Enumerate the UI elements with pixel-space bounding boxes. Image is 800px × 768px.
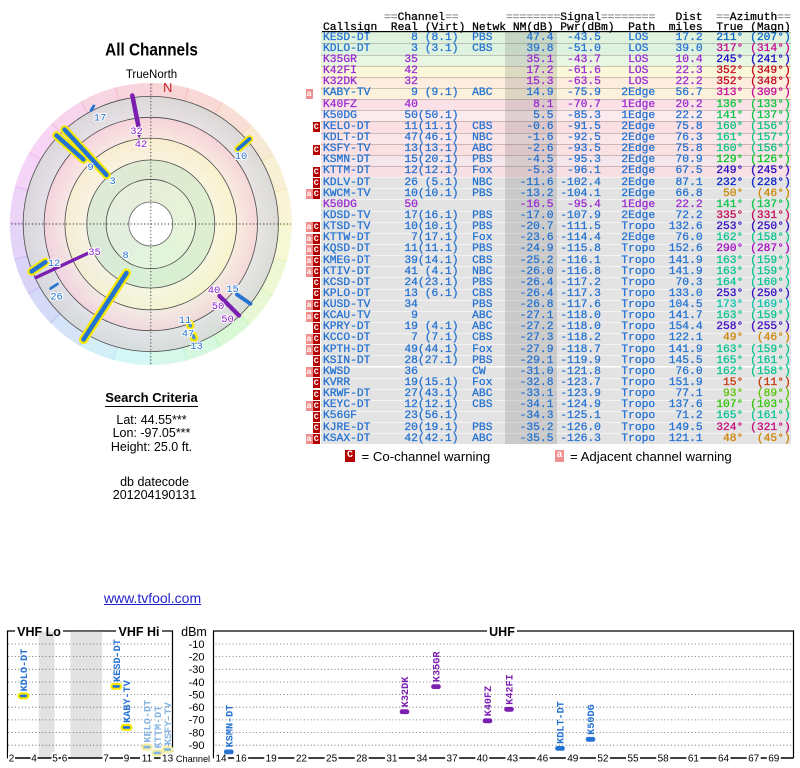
svg-text:KSMN-DT: KSMN-DT bbox=[225, 705, 236, 748]
svg-text:VHF Lo: VHF Lo bbox=[17, 625, 61, 639]
svg-text:KABY-TV: KABY-TV bbox=[123, 679, 134, 723]
svg-text:-50: -50 bbox=[189, 689, 205, 701]
svg-text:6: 6 bbox=[62, 753, 68, 764]
svg-text:11: 11 bbox=[142, 753, 153, 764]
svg-text:17: 17 bbox=[94, 113, 107, 125]
svg-text:14: 14 bbox=[215, 753, 227, 764]
svg-text:-90: -90 bbox=[189, 740, 205, 752]
svg-text:12: 12 bbox=[48, 258, 61, 270]
svg-text:15: 15 bbox=[226, 284, 239, 296]
svg-text:43: 43 bbox=[507, 753, 519, 764]
svg-text:40: 40 bbox=[477, 753, 489, 764]
svg-text:52: 52 bbox=[597, 753, 609, 764]
svg-text:26: 26 bbox=[50, 292, 63, 304]
svg-text:11: 11 bbox=[179, 315, 192, 327]
svg-text:69: 69 bbox=[768, 753, 780, 764]
svg-text:47: 47 bbox=[182, 329, 195, 341]
svg-text:32: 32 bbox=[130, 126, 143, 138]
svg-text:K32DK: K32DK bbox=[401, 676, 412, 707]
svg-text:9: 9 bbox=[124, 753, 130, 764]
svg-text:K42FI: K42FI bbox=[506, 674, 517, 705]
svg-text:40: 40 bbox=[208, 285, 221, 297]
svg-text:28: 28 bbox=[356, 753, 368, 764]
svg-text:K50DG: K50DG bbox=[587, 704, 598, 735]
svg-text:5: 5 bbox=[52, 753, 58, 764]
svg-text:N: N bbox=[163, 80, 172, 95]
svg-text:-10: -10 bbox=[189, 639, 205, 651]
svg-text:22: 22 bbox=[296, 753, 308, 764]
svg-text:VHF Hi: VHF Hi bbox=[119, 625, 160, 639]
svg-text:8: 8 bbox=[122, 250, 128, 262]
svg-text:25: 25 bbox=[326, 753, 338, 764]
svg-text:-80: -80 bbox=[189, 727, 205, 739]
svg-text:35: 35 bbox=[88, 247, 101, 259]
svg-text:61: 61 bbox=[688, 753, 700, 764]
svg-text:-60: -60 bbox=[189, 702, 205, 714]
svg-text:K35GR: K35GR bbox=[433, 651, 444, 682]
svg-text:46: 46 bbox=[537, 753, 549, 764]
svg-text:4: 4 bbox=[31, 753, 37, 764]
svg-text:KDLT-DT: KDLT-DT bbox=[557, 701, 568, 744]
svg-text:10: 10 bbox=[235, 151, 248, 163]
svg-text:55: 55 bbox=[627, 753, 639, 764]
svg-text:K40FZ: K40FZ bbox=[484, 686, 495, 717]
svg-text:13: 13 bbox=[190, 341, 203, 353]
svg-text:KESD-DT: KESD-DT bbox=[113, 639, 124, 682]
svg-text:13: 13 bbox=[162, 753, 174, 764]
svg-text:31: 31 bbox=[386, 753, 398, 764]
svg-text:-20: -20 bbox=[189, 651, 205, 663]
svg-text:UHF: UHF bbox=[489, 625, 515, 639]
svg-text:KELO-DT: KELO-DT bbox=[144, 700, 155, 743]
svg-text:34: 34 bbox=[416, 753, 428, 764]
svg-text:50: 50 bbox=[212, 301, 225, 313]
svg-text:37: 37 bbox=[447, 753, 459, 764]
svg-text:-40: -40 bbox=[189, 677, 205, 689]
svg-text:KDLO-DT: KDLO-DT bbox=[20, 649, 31, 692]
svg-text:49: 49 bbox=[567, 753, 579, 764]
svg-text:50: 50 bbox=[221, 314, 234, 326]
svg-text:64: 64 bbox=[718, 753, 730, 764]
svg-text:19: 19 bbox=[266, 753, 278, 764]
svg-text:Channel: Channel bbox=[176, 754, 210, 764]
svg-text:dBm: dBm bbox=[181, 625, 207, 639]
svg-text:KTTM-DT: KTTM-DT bbox=[154, 706, 165, 749]
svg-text:-70: -70 bbox=[189, 715, 205, 727]
svg-text:9: 9 bbox=[87, 162, 93, 174]
svg-text:67: 67 bbox=[748, 753, 760, 764]
svg-text:16: 16 bbox=[236, 753, 248, 764]
svg-text:KSFY-TV: KSFY-TV bbox=[164, 701, 175, 745]
svg-text:2: 2 bbox=[9, 753, 15, 764]
svg-text:3: 3 bbox=[110, 176, 116, 188]
svg-text:-30: -30 bbox=[189, 664, 205, 676]
svg-text:7: 7 bbox=[103, 753, 109, 764]
svg-text:42: 42 bbox=[135, 139, 148, 151]
svg-text:58: 58 bbox=[658, 753, 670, 764]
